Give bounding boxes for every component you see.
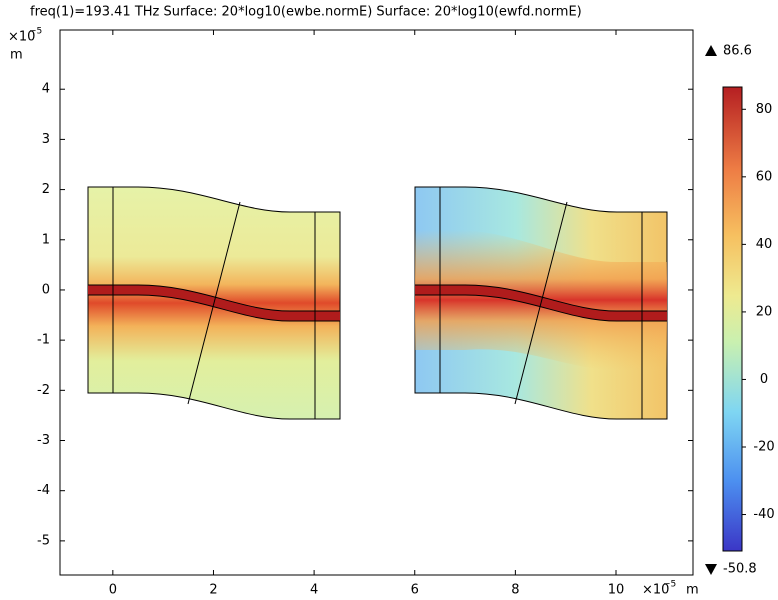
x-tick-label: 6 [411, 583, 419, 598]
x-tick-label: 4 [310, 583, 318, 598]
x-exponent: −5 [663, 580, 676, 590]
right-domain [414, 186, 668, 420]
colorbar [722, 86, 743, 552]
plot-frame [59, 29, 694, 576]
y-tick-label: -2 [37, 383, 50, 398]
y-tick-label: -3 [37, 433, 50, 448]
y-unit: m [10, 48, 23, 63]
colorbar-tick-label: -40 [753, 507, 774, 522]
y-tick-label: -5 [37, 533, 50, 548]
colorbar-tick-label: 60 [756, 169, 773, 184]
y-tick-label: 2 [42, 182, 50, 197]
colorbar-tick-label: -20 [753, 439, 774, 454]
y-tick-label: 0 [42, 282, 50, 297]
colorbar-tick-label: 20 [756, 304, 773, 319]
y-tick-label: 1 [42, 232, 50, 247]
y-tick-label: 4 [42, 82, 50, 97]
max-marker [705, 45, 717, 56]
min-marker [705, 564, 717, 575]
colorbar-tick-label: 0 [760, 372, 768, 387]
y-tick-label: 3 [42, 132, 50, 147]
x-tick-label: 2 [209, 583, 217, 598]
y-tick-label: -1 [37, 333, 50, 348]
colorbar-max: 86.6 [723, 44, 752, 59]
y-exponent: −5 [29, 27, 42, 37]
x-tick-label: 10 [608, 583, 625, 598]
x-unit: m [686, 583, 699, 598]
colorbar-tick-label: 40 [756, 237, 773, 252]
x-tick-label: 8 [511, 583, 519, 598]
y-multiplier: ×10 [8, 30, 35, 45]
chart-title: freq(1)=193.41 THz Surface: 20*log10(ewb… [30, 5, 582, 20]
x-tick-label: 0 [109, 583, 117, 598]
left-domain [87, 186, 341, 420]
x-multiplier: ×10 [642, 583, 669, 598]
colorbar-min: -50.8 [723, 562, 757, 577]
y-tick-label: -4 [37, 483, 50, 498]
colorbar-tick-label: 80 [756, 102, 773, 117]
